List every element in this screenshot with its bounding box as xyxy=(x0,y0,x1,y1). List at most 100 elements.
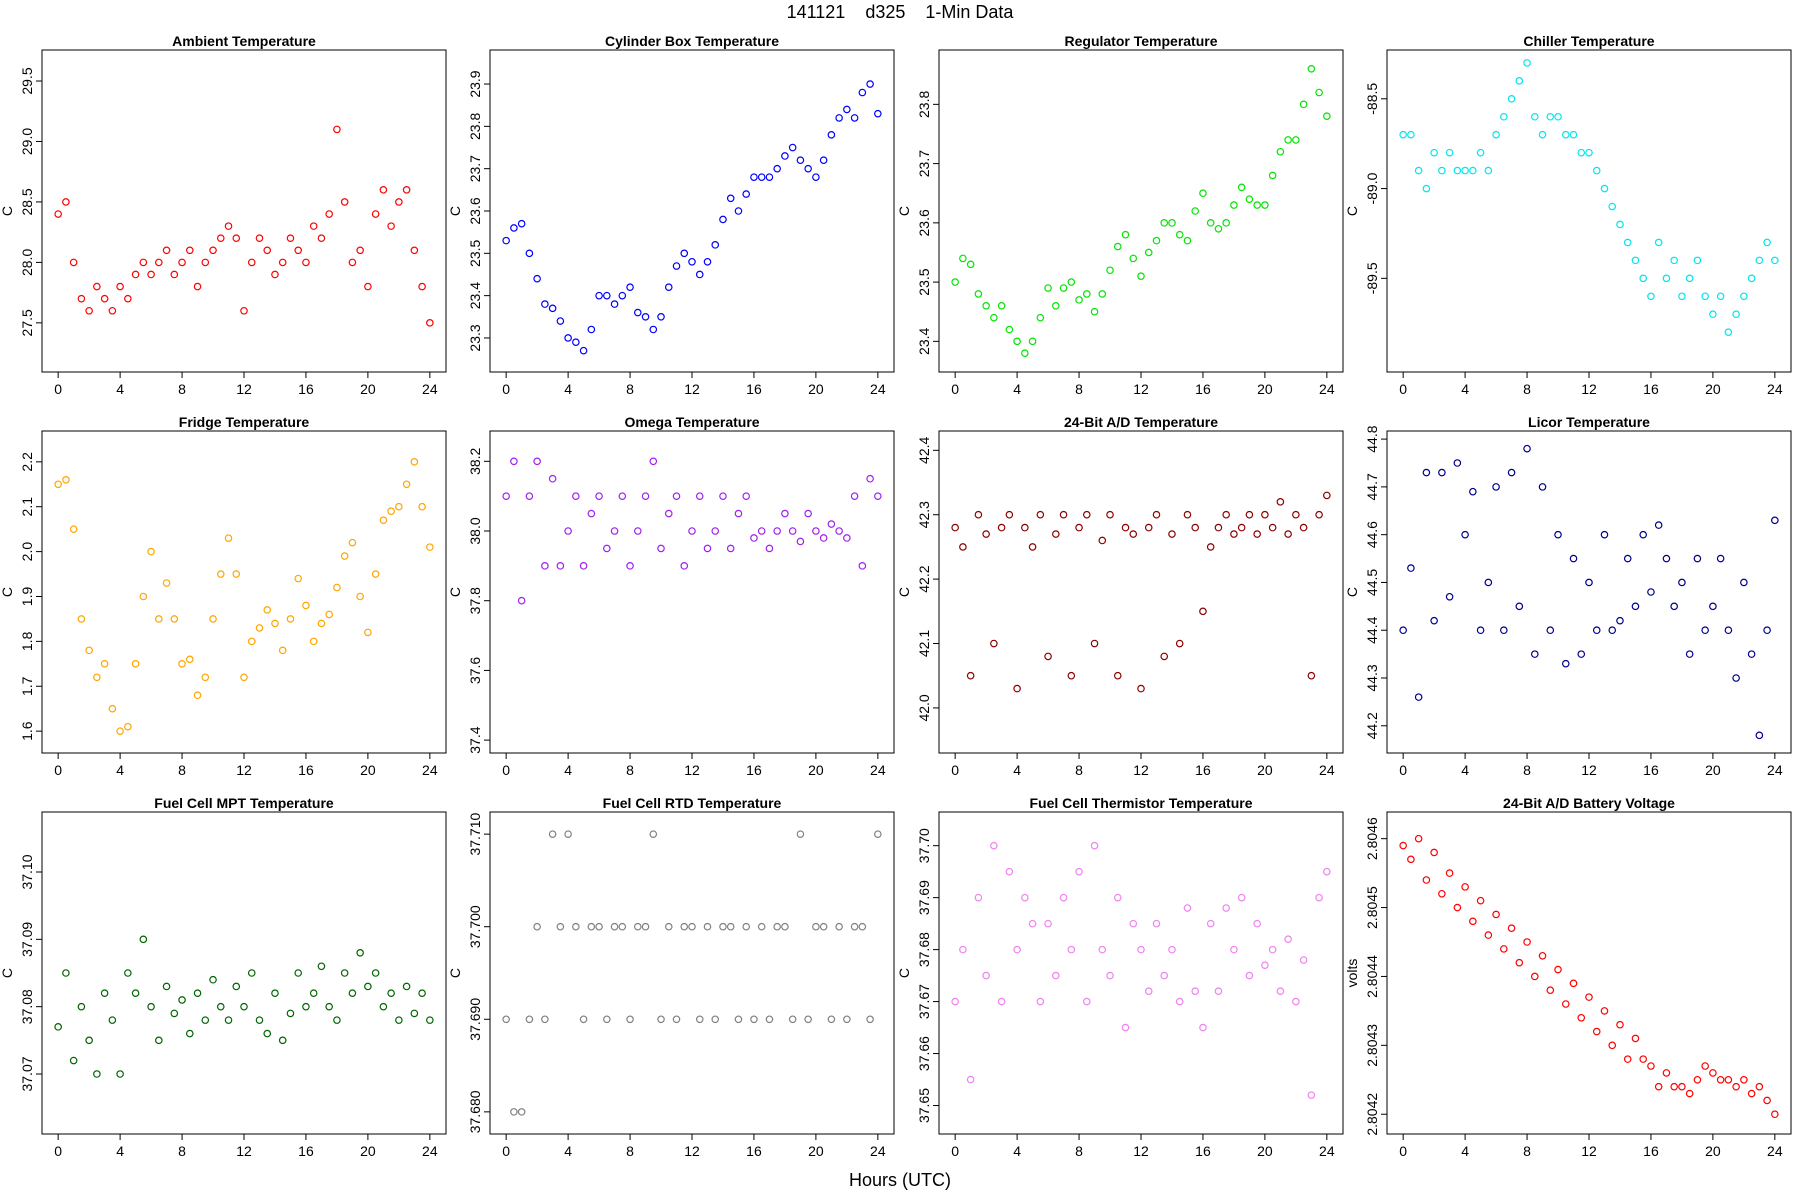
data-point xyxy=(1585,578,1593,587)
data-point xyxy=(1152,510,1161,519)
data-point xyxy=(603,544,611,553)
data-point xyxy=(1693,554,1702,563)
data-point xyxy=(1763,626,1771,635)
data-point xyxy=(1476,896,1485,905)
data-point xyxy=(147,1002,155,1011)
data-point xyxy=(1716,554,1725,563)
figure-title: 141121 d325 1-Min Data xyxy=(786,2,1014,22)
data-point xyxy=(850,492,859,500)
data-point xyxy=(742,922,751,931)
y-tick-label: 37.67 xyxy=(916,984,932,1019)
y-tick-label: 2.8042 xyxy=(1364,1093,1380,1136)
data-point xyxy=(278,258,287,267)
data-point xyxy=(1036,510,1045,519)
data-point xyxy=(959,254,967,263)
data-point xyxy=(1307,65,1316,73)
y-tick-label: 37.8 xyxy=(467,587,483,614)
data-point xyxy=(1740,292,1748,301)
y-axis-label: C xyxy=(896,206,912,216)
data-point xyxy=(170,1009,179,1018)
x-tick-label: 8 xyxy=(178,1143,186,1159)
data-point xyxy=(819,534,828,542)
data-point xyxy=(418,502,426,511)
data-point xyxy=(719,922,727,931)
data-point xyxy=(1152,236,1161,245)
data-point xyxy=(418,989,426,997)
data-point xyxy=(124,294,132,303)
data-point xyxy=(178,258,186,267)
y-tick-label: -89.5 xyxy=(1364,262,1380,294)
data-point xyxy=(1323,491,1331,500)
data-point xyxy=(804,509,812,518)
data-point xyxy=(1561,659,1570,668)
data-point xyxy=(726,922,735,931)
data-point xyxy=(1430,148,1438,157)
x-tick-label: 0 xyxy=(1399,1143,1407,1159)
data-point xyxy=(317,619,326,628)
data-point xyxy=(1106,266,1114,275)
chart-panel-1: Ambient Temperature C 0 4 8 12 16 20 24 27.5 28.0 2… xyxy=(0,33,447,397)
plot-frame xyxy=(41,811,447,1135)
x-tick-label: 4 xyxy=(116,381,124,397)
data-point xyxy=(1315,893,1323,902)
data-point xyxy=(1082,510,1091,519)
data-point xyxy=(525,1015,534,1024)
data-point xyxy=(209,975,217,984)
x-tick-label: 20 xyxy=(1705,762,1721,778)
x-tick-label: 20 xyxy=(808,762,824,778)
data-point xyxy=(1654,521,1663,529)
data-point xyxy=(1670,1082,1678,1091)
data-point xyxy=(395,502,403,511)
data-point xyxy=(649,325,658,334)
data-point xyxy=(1577,650,1586,658)
data-point xyxy=(309,222,318,230)
data-point xyxy=(819,922,828,931)
data-point xyxy=(781,509,789,518)
plot-frame xyxy=(938,811,1344,1135)
data-point xyxy=(1044,919,1052,928)
data-point xyxy=(1678,1082,1686,1091)
data-point xyxy=(858,88,867,97)
data-point xyxy=(541,562,549,570)
data-point xyxy=(1199,189,1207,198)
x-tick-label: 12 xyxy=(1581,1143,1597,1159)
x-tick-label: 8 xyxy=(626,381,634,397)
data-point xyxy=(371,210,380,218)
data-point xyxy=(626,562,634,570)
data-point xyxy=(695,270,704,279)
data-point xyxy=(1724,328,1733,336)
panel-title: 24-Bit A/D Battery Voltage xyxy=(1503,795,1675,811)
data-point xyxy=(1323,867,1331,876)
data-point xyxy=(1530,112,1539,121)
chart-panel-6: Omega Temperature C 0 4 8 12 16 20 24 37.4 37.6 37.… xyxy=(447,414,895,778)
plot-frame xyxy=(1386,811,1792,1135)
data-point xyxy=(1183,904,1192,912)
data-point xyxy=(564,334,572,342)
data-point xyxy=(1631,1034,1640,1043)
data-point xyxy=(997,523,1006,532)
y-tick-label: 44.8 xyxy=(1364,425,1380,452)
data-point xyxy=(62,198,70,206)
data-point xyxy=(1261,201,1269,209)
data-point xyxy=(788,1015,797,1024)
data-point xyxy=(69,1056,78,1065)
data-point xyxy=(595,492,603,500)
data-point xyxy=(1577,1013,1586,1022)
data-point xyxy=(108,704,117,713)
data-point xyxy=(664,509,673,518)
data-point xyxy=(959,543,967,551)
y-tick-label: 37.65 xyxy=(916,1088,932,1123)
data-point xyxy=(680,249,689,258)
x-tick-label: 8 xyxy=(178,381,186,397)
panel-title: Fuel Cell RTD Temperature xyxy=(603,795,782,811)
y-tick-label: 37.4 xyxy=(467,726,483,753)
plot-frame xyxy=(1386,430,1792,754)
y-tick-label: 23.6 xyxy=(916,209,932,236)
data-point xyxy=(1662,554,1671,563)
data-point xyxy=(1484,578,1493,587)
data-point xyxy=(866,474,874,483)
data-point xyxy=(410,246,419,255)
data-point xyxy=(379,1002,388,1011)
data-point xyxy=(1600,530,1609,539)
data-point xyxy=(162,246,171,255)
